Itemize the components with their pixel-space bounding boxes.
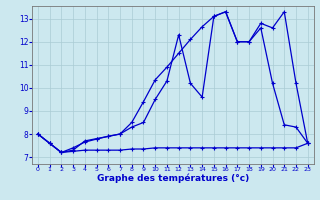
X-axis label: Graphe des températures (°c): Graphe des températures (°c) [97,174,249,183]
